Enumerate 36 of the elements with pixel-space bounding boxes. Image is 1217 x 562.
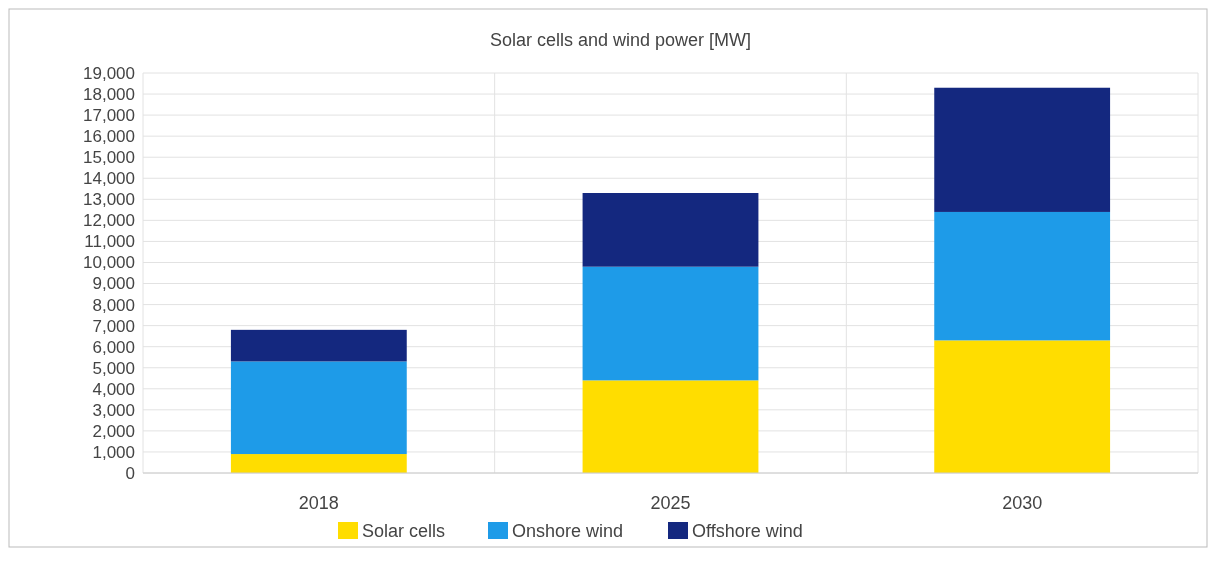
y-tick-label: 13,000 [83, 190, 135, 210]
y-tick-label: 4,000 [92, 379, 135, 399]
bar [582, 380, 759, 473]
y-tick-label: 10,000 [83, 253, 135, 273]
legend-label: Onshore wind [512, 521, 624, 541]
y-tick-label: 3,000 [92, 400, 135, 420]
y-tick-label: 7,000 [92, 316, 135, 336]
y-tick-label: 16,000 [83, 127, 135, 147]
x-tick-label: 2025 [650, 493, 691, 513]
bar [934, 87, 1111, 212]
y-tick-label: 5,000 [92, 358, 135, 378]
y-tick-label: 12,000 [83, 211, 135, 231]
bar [230, 329, 407, 362]
y-tick-label: 11,000 [84, 232, 135, 252]
legend-label: Solar cells [362, 521, 446, 541]
chart-title: Solar cells and wind power [MW] [489, 30, 752, 50]
y-tick-label: 0 [125, 463, 135, 483]
y-tick-label: 8,000 [92, 295, 135, 315]
bar [230, 361, 407, 455]
y-tick-label: 2,000 [92, 421, 135, 441]
y-tick-label: 9,000 [92, 274, 135, 294]
legend-label: Offshore wind [692, 521, 803, 541]
y-tick-label: 15,000 [83, 148, 135, 168]
bar [582, 193, 759, 267]
y-tick-label: 17,000 [83, 106, 135, 126]
x-tick-label: 2018 [298, 493, 339, 513]
bar [582, 266, 759, 381]
y-tick-label: 1,000 [92, 442, 135, 462]
y-tick-label: 14,000 [83, 169, 135, 189]
bar [934, 340, 1111, 473]
bar [230, 454, 407, 473]
x-tick-label: 2030 [1002, 493, 1043, 513]
y-tick-label: 18,000 [83, 85, 135, 104]
y-tick-label: 6,000 [92, 337, 135, 357]
bar [934, 211, 1111, 341]
y-tick-label: 19,000 [83, 63, 135, 83]
